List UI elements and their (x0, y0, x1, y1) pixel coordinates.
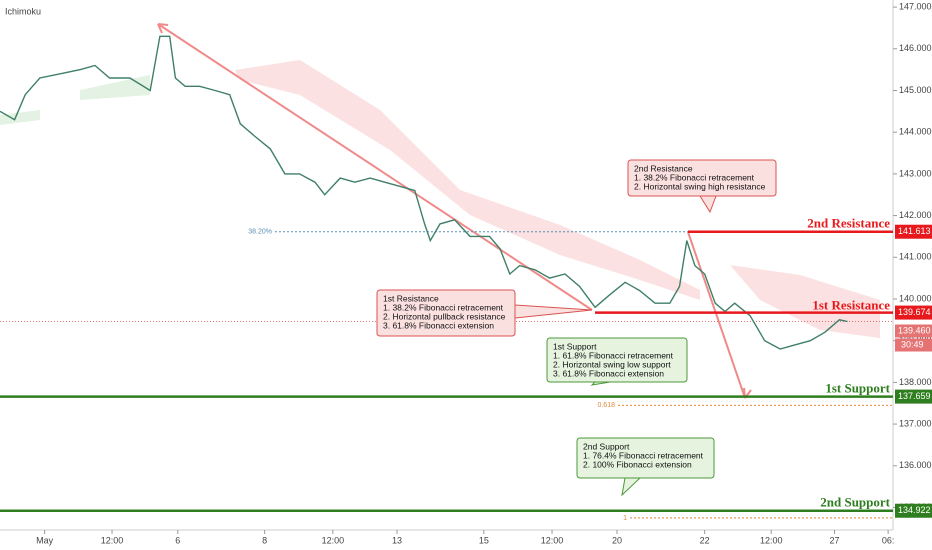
y-tick-label: 145.000 (899, 85, 932, 95)
annotation-box (376, 289, 516, 337)
annotation-line: 3. 61.8% Fibonacci extension (553, 368, 664, 378)
annotation-line: 1. 38.2% Fibonacci retracement (383, 302, 504, 312)
current-price-label: 139.460 (898, 325, 931, 335)
price-tag-label: 134.922 (898, 505, 931, 515)
fib-label: 1 (623, 515, 627, 522)
annotation-line: 2. Horizontal swing low support (553, 359, 671, 369)
x-tick-label: 12:00 (101, 535, 124, 545)
y-tick-label: 143.000 (899, 168, 932, 178)
price-tag-label: 137.659 (898, 391, 931, 401)
price-line (0, 35, 848, 350)
x-tick-label: 20 (612, 535, 622, 545)
y-tick-label: 147.000 (899, 1, 932, 11)
y-tick-label: 140.000 (899, 293, 932, 303)
y-tick-label: 138.000 (899, 377, 932, 387)
x-tick-label: 12:00 (322, 535, 345, 545)
x-tick-label: 15 (479, 535, 489, 545)
annotation-tail (621, 477, 641, 497)
y-tick-label: 144.000 (899, 127, 932, 137)
annotation-line: 2. Horizontal pullback resistance (383, 311, 506, 321)
x-tick-label: 13 (392, 535, 402, 545)
annotation-box (627, 159, 777, 197)
x-tick-label: 12:00 (760, 535, 783, 545)
level-name: 2nd Support (820, 495, 890, 510)
annotation-title: 1st Support (553, 341, 597, 351)
annotation-line: 2. Horizontal swing high resistance (634, 181, 766, 191)
x-tick-label: 27 (830, 535, 840, 545)
x-tick-label: 12:00 (541, 535, 564, 545)
price-tag (895, 224, 932, 239)
price-tag-label: 139.674 (898, 307, 931, 317)
y-tick-label: 141.000 (899, 252, 932, 262)
y-tick-label: 136.000 (899, 460, 932, 470)
annotation-line: 2. 100% Fibonacci extension (583, 459, 692, 469)
annotation-tail (514, 304, 593, 319)
annotation-line: 1. 76.4% Fibonacci retracement (583, 450, 704, 460)
chart-title: Ichimoku (5, 6, 41, 16)
fib-label: 38.20% (248, 229, 272, 236)
current-price-tag (895, 324, 932, 338)
arrows (157, 23, 752, 399)
annotation-title: 1st Resistance (383, 293, 439, 303)
annotation-box (546, 337, 688, 383)
annotation-title: 2nd Resistance (634, 163, 693, 173)
x-tick-label: 06: (882, 535, 895, 545)
y-tick-label: 137.000 (899, 418, 932, 428)
fib-label: 0.618 (597, 402, 615, 409)
price-tag (895, 503, 932, 518)
annotation-tail (590, 381, 611, 386)
countdown-label: 30:49 (901, 339, 924, 349)
level-name: 2nd Resistance (807, 216, 890, 231)
annotation-line: 1. 61.8% Fibonacci retracement (553, 350, 674, 360)
annotation-title: 2nd Support (583, 441, 630, 451)
countdown-tag (895, 338, 932, 352)
x-tick-label: May (36, 535, 54, 545)
y-tick-label: 146.000 (899, 43, 932, 53)
x-tick-label: 22 (700, 535, 710, 545)
annotation-tail (699, 195, 717, 214)
price-tag (895, 389, 932, 404)
x-tick-label: 6 (175, 535, 180, 545)
annotation-line: 3. 61.8% Fibonacci extension (383, 320, 494, 330)
y-tick-label: 142.000 (899, 210, 932, 220)
price-tag-label: 141.613 (898, 226, 931, 236)
x-tick-label: 8 (262, 535, 267, 545)
annotation-box (576, 437, 715, 479)
price-tag (895, 305, 932, 320)
level-name: 1st Support (825, 381, 890, 396)
level-name: 1st Resistance (812, 298, 890, 313)
annotation-line: 1. 38.2% Fibonacci retracement (634, 172, 755, 182)
